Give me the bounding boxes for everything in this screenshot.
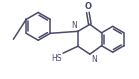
Text: O: O [84, 2, 91, 11]
Text: N: N [91, 55, 97, 64]
Text: HS: HS [52, 54, 62, 63]
Text: N: N [71, 21, 77, 30]
